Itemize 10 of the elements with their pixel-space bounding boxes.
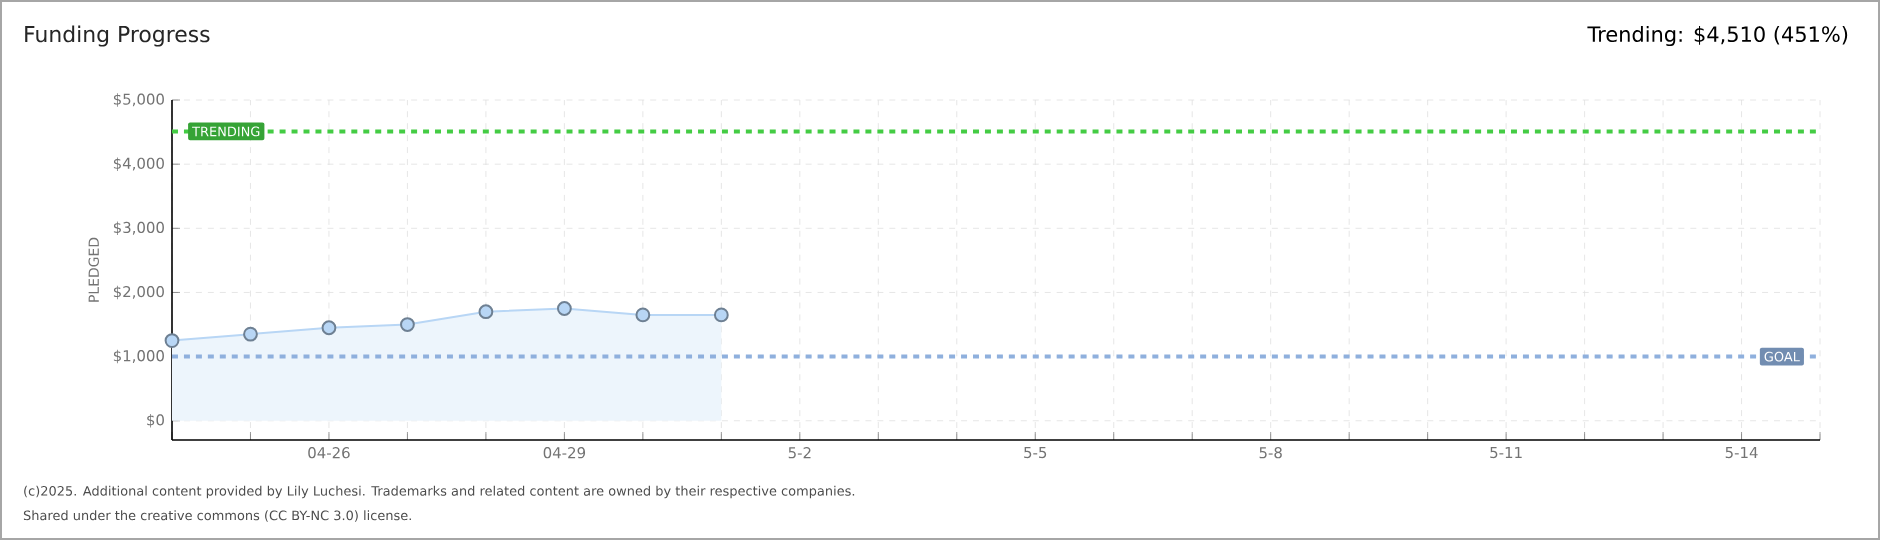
point xyxy=(713,307,729,323)
chart-title: Funding Progress xyxy=(25,25,210,47)
point xyxy=(635,307,651,323)
point xyxy=(164,333,180,348)
point xyxy=(556,301,572,316)
point xyxy=(321,320,337,336)
point xyxy=(400,317,415,332)
text: Trending: $4,510 (451%) xyxy=(1587,25,1848,47)
point xyxy=(243,326,258,342)
point xyxy=(478,304,494,320)
